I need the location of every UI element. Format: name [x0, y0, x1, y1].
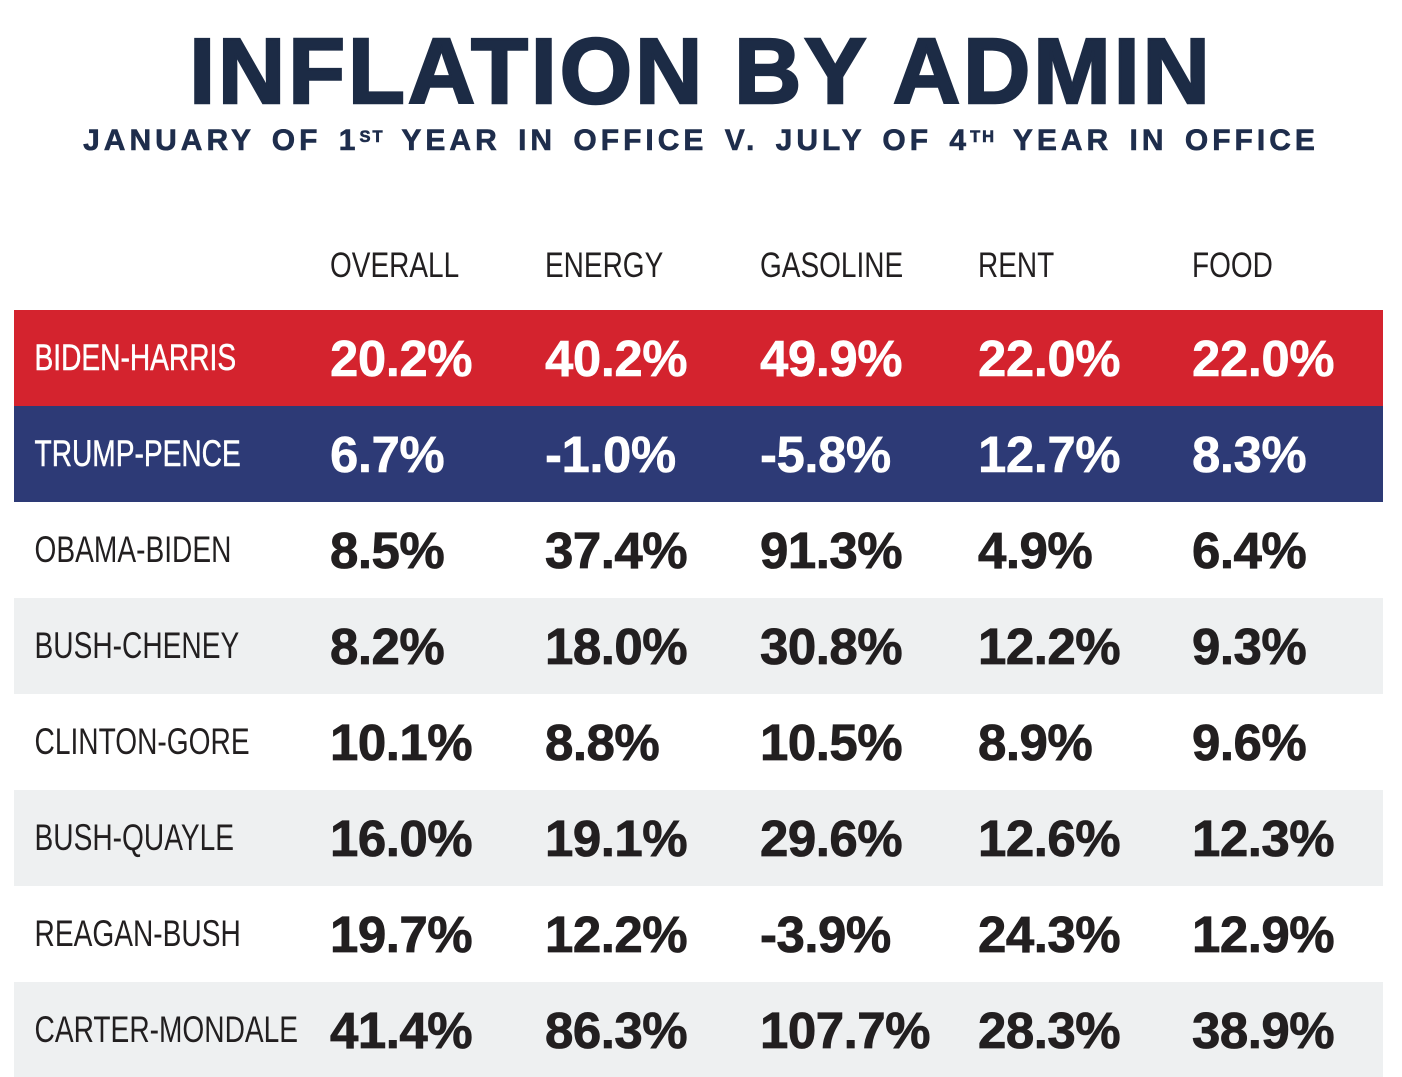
subtitle-text-1: JANUARY OF 1 — [83, 124, 360, 158]
table-row-biden-harris: BIDEN-HARRIS 20.2% 40.2% 49.9% 22.0% 22.… — [14, 310, 1383, 406]
column-header-energy: ENERGY — [545, 246, 664, 285]
value-cell-energy: 8.8% — [545, 713, 661, 771]
column-header-gasoline: GASOLINE — [760, 246, 904, 285]
row-label: BIDEN-HARRIS — [34, 337, 237, 379]
row-label: REAGAN-BUSH — [34, 913, 241, 954]
value-cell-rent: 12.7% — [978, 425, 1121, 483]
value-cell-gasoline: 49.9% — [760, 329, 903, 387]
subtitle-superscript-st: ST — [359, 127, 385, 146]
column-header-rent: RENT — [978, 246, 1055, 285]
value-cell-overall: 6.7% — [330, 425, 445, 483]
value-cell-overall: 8.2% — [330, 617, 446, 675]
value-cell-gasoline: -5.8% — [760, 425, 892, 483]
subtitle-superscript-th: TH — [970, 127, 997, 146]
table-row-bush-quayle: BUSH-QUAYLE 16.0% 19.1% 29.6% 12.6% 12.3… — [14, 790, 1383, 886]
row-label: CARTER-MONDALE — [34, 1009, 299, 1050]
column-header-overall: OVERALL — [330, 246, 460, 285]
table-row-trump-pence: TRUMP-PENCE 6.7% -1.0% -5.8% 12.7% 8.3% — [14, 406, 1383, 502]
value-cell-rent: 24.3% — [978, 905, 1121, 963]
column-header-spacer — [14, 286, 267, 310]
value-cell-food: 38.9% — [1192, 1001, 1335, 1059]
value-cell-overall: 20.2% — [330, 329, 473, 387]
value-cell-food: 12.9% — [1192, 905, 1335, 963]
value-cell-overall: 41.4% — [330, 1001, 473, 1059]
value-cell-rent: 28.3% — [978, 1001, 1121, 1059]
value-cell-energy: 18.0% — [545, 617, 688, 675]
value-cell-food: 9.3% — [1192, 617, 1308, 675]
value-cell-energy: 86.3% — [545, 1001, 688, 1059]
value-cell-energy: 40.2% — [545, 329, 688, 387]
value-cell-energy: 37.4% — [545, 521, 688, 579]
value-cell-energy: 12.2% — [545, 905, 688, 963]
value-cell-overall: 8.5% — [330, 521, 446, 579]
value-cell-energy: 19.1% — [545, 809, 688, 867]
value-cell-rent: 4.9% — [978, 521, 1094, 579]
value-cell-gasoline: 91.3% — [760, 521, 903, 579]
value-cell-gasoline: -3.9% — [760, 905, 892, 963]
table-row-carter-mondale: CARTER-MONDALE 41.4% 86.3% 107.7% 28.3% … — [14, 982, 1383, 1077]
value-cell-gasoline: 30.8% — [760, 617, 903, 675]
value-cell-food: 6.4% — [1192, 521, 1308, 579]
value-cell-overall: 10.1% — [330, 713, 473, 771]
row-label: OBAMA-BIDEN — [34, 529, 232, 570]
chart-subtitle: JANUARY OF 1ST YEAR IN OFFICE V. JULY OF… — [0, 124, 1402, 158]
column-header-row: OVERALL ENERGY GASOLINE RENT FOOD — [14, 240, 1383, 310]
value-cell-energy: -1.0% — [545, 425, 677, 483]
subtitle-text-3: YEAR IN OFFICE — [996, 124, 1319, 158]
value-cell-overall: 19.7% — [330, 905, 473, 963]
value-cell-gasoline: 29.6% — [760, 809, 903, 867]
row-label: CLINTON-GORE — [34, 721, 250, 762]
value-cell-gasoline: 10.5% — [760, 713, 903, 771]
table-row-reagan-bush: REAGAN-BUSH 19.7% 12.2% -3.9% 24.3% 12.9… — [14, 886, 1383, 982]
chart-title: INFLATION BY ADMIN — [188, 19, 1213, 123]
value-cell-overall: 16.0% — [330, 809, 473, 867]
inflation-table: OVERALL ENERGY GASOLINE RENT FOOD BIDEN-… — [14, 240, 1383, 1077]
value-cell-gasoline: 107.7% — [760, 1001, 931, 1059]
row-label: BUSH-CHENEY — [34, 625, 240, 666]
table-row-bush-cheney: BUSH-CHENEY 8.2% 18.0% 30.8% 12.2% 9.3% — [14, 598, 1383, 694]
value-cell-rent: 22.0% — [978, 329, 1121, 387]
column-header-food: FOOD — [1192, 246, 1273, 285]
value-cell-food: 8.3% — [1192, 425, 1307, 483]
table-row-clinton-gore: CLINTON-GORE 10.1% 8.8% 10.5% 8.9% 9.6% — [14, 694, 1383, 790]
value-cell-rent: 12.6% — [978, 809, 1121, 867]
value-cell-rent: 12.2% — [978, 617, 1121, 675]
row-label: BUSH-QUAYLE — [34, 817, 235, 858]
value-cell-food: 9.6% — [1192, 713, 1308, 771]
subtitle-text-2: YEAR IN OFFICE V. JULY OF 4 — [384, 124, 971, 158]
value-cell-food: 22.0% — [1192, 329, 1335, 387]
row-label: TRUMP-PENCE — [34, 433, 241, 475]
value-cell-food: 12.3% — [1192, 809, 1335, 867]
value-cell-rent: 8.9% — [978, 713, 1094, 771]
table-row-obama-biden: OBAMA-BIDEN 8.5% 37.4% 91.3% 4.9% 6.4% — [14, 502, 1383, 598]
